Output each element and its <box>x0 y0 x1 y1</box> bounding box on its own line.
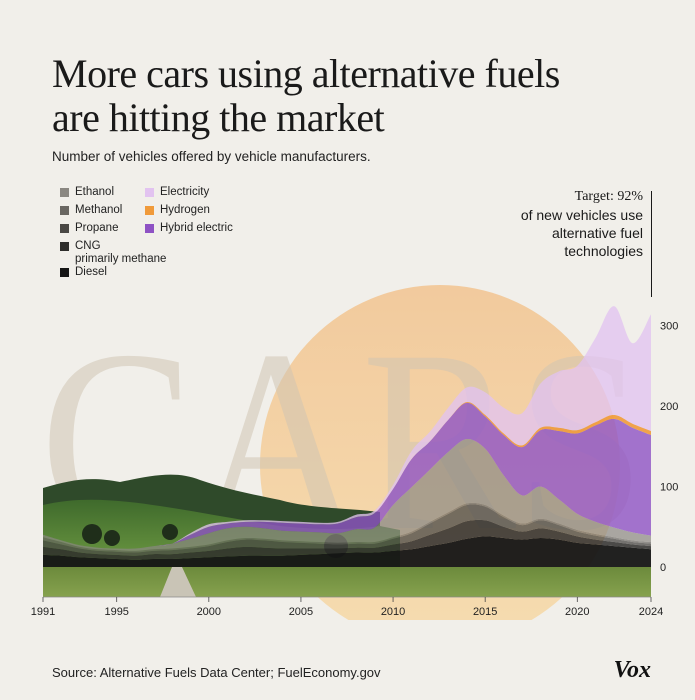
x-axis: 1991 1995 2000 2005 2010 2015 2020 2024 <box>31 596 663 618</box>
y-tick-label: 0 <box>660 562 666 574</box>
area-hybrid-electric <box>43 402 651 549</box>
legend-item: Electricity <box>145 186 209 199</box>
source-note: Source: Alternative Fuels Data Center; F… <box>52 665 381 680</box>
legend-swatch <box>145 224 154 233</box>
legend-item: Propane <box>60 222 118 235</box>
legend-label: Electricity <box>160 186 210 198</box>
legend-swatch <box>60 268 69 277</box>
x-tick-label: 2010 <box>381 606 405 618</box>
x-tick-label: 2020 <box>565 606 589 618</box>
x-tick-label: 2000 <box>197 606 221 618</box>
legend-item: Diesel <box>60 266 107 279</box>
legend-label: CNG primarily methane <box>75 240 167 265</box>
stacked-areas <box>43 306 651 567</box>
x-tick-label: 2024 <box>639 606 663 618</box>
legend-item: CNG primarily methane <box>60 240 166 266</box>
target-label: Target: 92% <box>574 189 643 204</box>
area-ethanol <box>43 438 651 551</box>
field <box>43 567 651 597</box>
area-diesel <box>43 536 651 567</box>
area-methanol <box>43 502 651 553</box>
legend-label: Ethanol <box>75 186 115 198</box>
legend-item: Hybrid electric <box>145 222 233 235</box>
legend-label: Methanol <box>75 204 123 216</box>
legend-label: Diesel <box>75 266 107 278</box>
y-tick-label: 300 <box>660 321 678 333</box>
legend-swatch <box>60 224 69 233</box>
area-cng <box>43 519 651 560</box>
legend-item: Hydrogen <box>145 204 210 217</box>
y-axis: 0 100 200 300 <box>660 321 678 575</box>
area-electricity <box>43 306 651 549</box>
tree <box>104 530 120 546</box>
legend-swatch <box>60 206 69 215</box>
legend-label: Propane <box>75 222 119 234</box>
x-tick-label: 1995 <box>104 606 128 618</box>
legend-swatch <box>60 188 69 197</box>
legend-item: Ethanol <box>60 186 114 199</box>
tree <box>162 524 178 540</box>
road <box>160 567 196 597</box>
target-text: of new vehicles use alternative fuel tec… <box>520 207 643 259</box>
y-tick-label: 100 <box>660 482 678 494</box>
legend-label: Hybrid electric <box>160 222 233 234</box>
chart-subtitle: Number of vehicles offered by vehicle ma… <box>52 149 371 164</box>
y-tick-label: 200 <box>660 401 678 413</box>
vox-logo: Vox <box>613 657 651 683</box>
legend-label: Hydrogen <box>160 204 210 216</box>
x-tick-label: 2005 <box>289 606 313 618</box>
area-propane <box>43 504 651 556</box>
legend-swatch <box>145 206 154 215</box>
tree <box>82 524 102 544</box>
legend: Ethanol Methanol Propane CNG primarily meth… <box>60 186 260 286</box>
legend-swatch <box>60 242 69 251</box>
chart-title: More cars using alternative fuels are hi… <box>52 51 560 140</box>
x-tick-label: 2015 <box>473 606 497 618</box>
legend-item: Methanol <box>60 204 122 217</box>
legend-swatch <box>145 188 154 197</box>
target-rule <box>651 191 652 297</box>
x-tick-label: 1991 <box>31 606 55 618</box>
